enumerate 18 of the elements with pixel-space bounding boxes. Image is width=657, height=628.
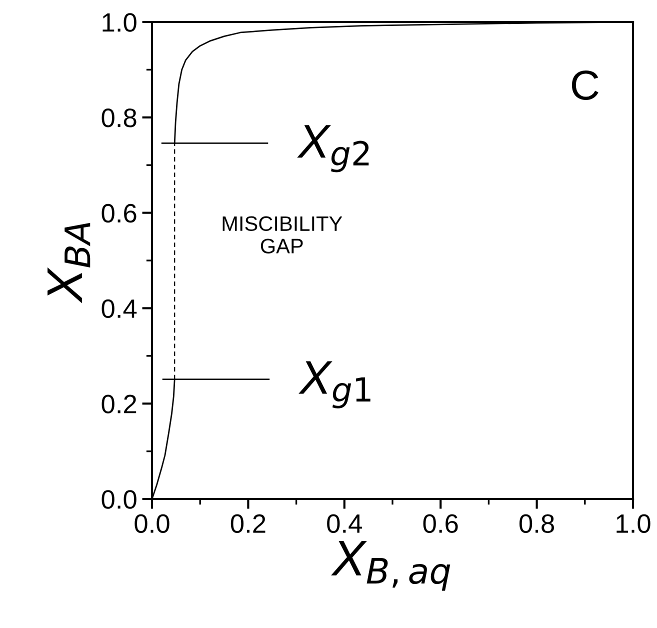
x-tick-label: 0.2	[230, 514, 266, 533]
y-tick-label: 0.6	[102, 204, 136, 223]
x-tick-label: 0.4	[327, 514, 362, 533]
x-tick-label: 1.0	[616, 514, 650, 533]
y-tick-label: 0.2	[102, 394, 136, 414]
annotation: C	[572, 70, 598, 100]
y-axis-title: X$_{BA}$	[48, 222, 90, 304]
annotation: X$_{g1}$	[298, 361, 370, 408]
y-tick-label: 0.0	[102, 490, 136, 509]
y-tick-label: 0.4	[102, 299, 137, 318]
annotation: MISCIBILITY GAP	[222, 216, 342, 254]
y-tick-label: 0.8	[102, 108, 136, 128]
annotation: X$_{g2}$	[297, 125, 369, 172]
y-tick-label: 1.0	[102, 13, 136, 32]
x-tick-label: 0.8	[519, 514, 554, 533]
x-tick-label: 0.6	[423, 514, 458, 533]
x-tick-label: 0.0	[134, 514, 170, 533]
x-axis-title: X$_{B,aq}$	[331, 540, 450, 591]
